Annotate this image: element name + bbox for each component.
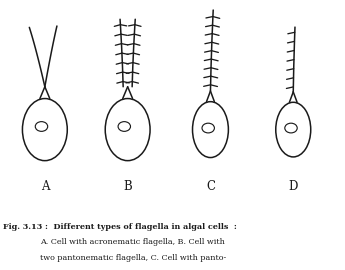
Text: two pantonematic flagella, C. Cell with panto-: two pantonematic flagella, C. Cell with … [40, 254, 226, 262]
Text: Fig. 3.13 :  Different types of flagella in algal cells  :: Fig. 3.13 : Different types of flagella … [3, 223, 237, 231]
Text: A: A [41, 180, 49, 193]
Text: D: D [288, 180, 298, 193]
Text: C: C [206, 180, 215, 193]
Text: A. Cell with acronematic flagella, B. Cell with: A. Cell with acronematic flagella, B. Ce… [40, 238, 225, 247]
Text: B: B [123, 180, 132, 193]
